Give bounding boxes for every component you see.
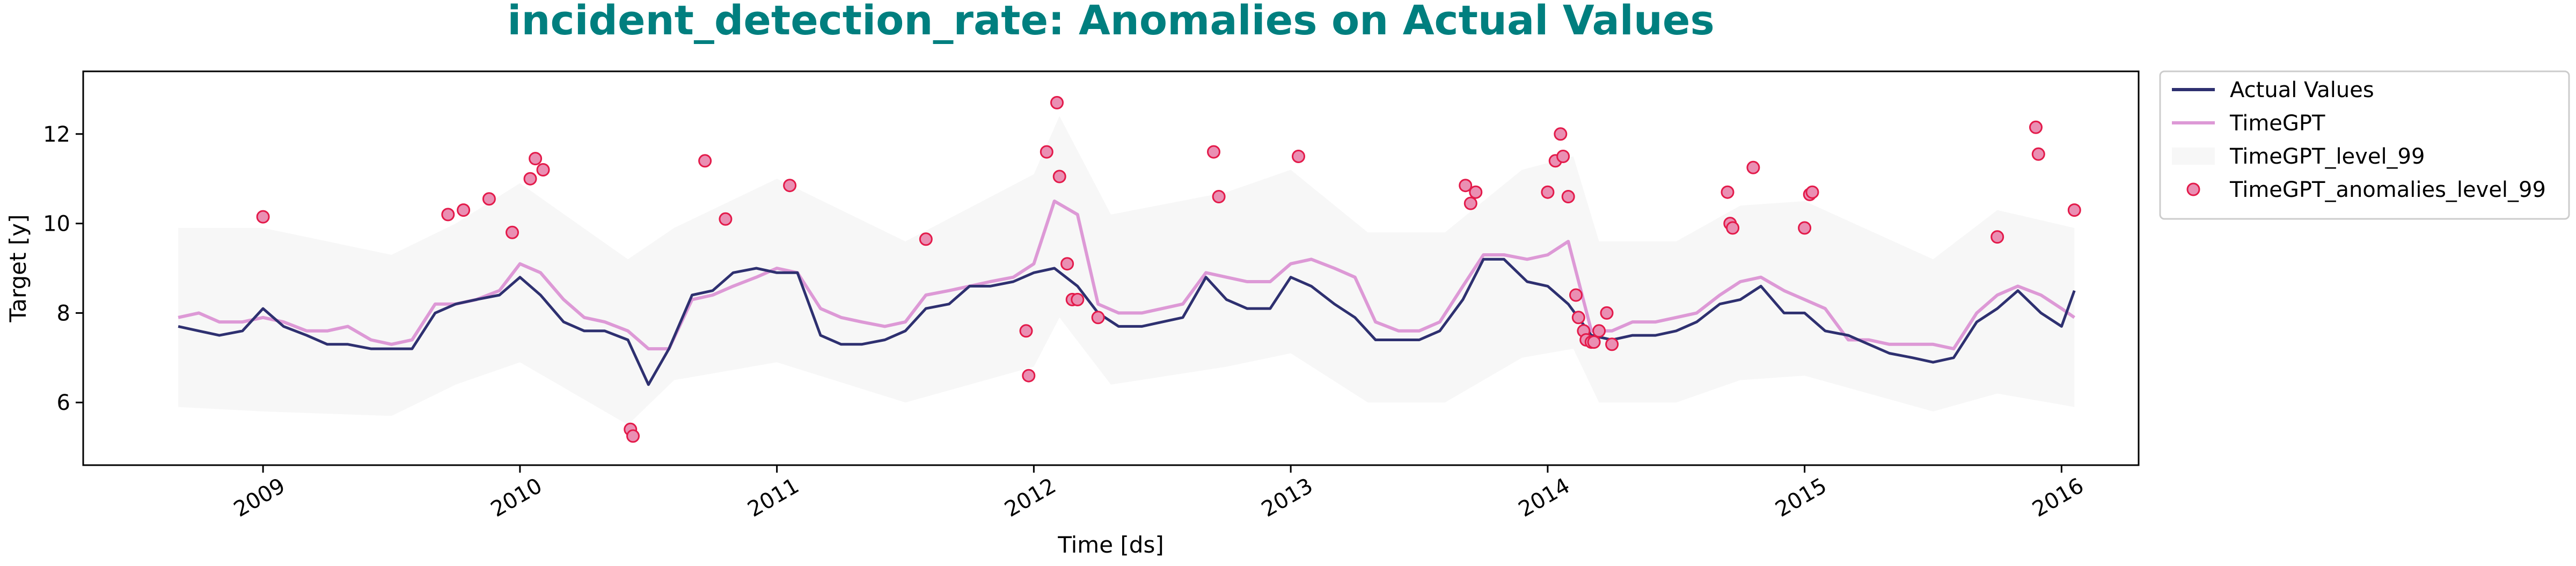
anomaly-point xyxy=(1990,230,2004,244)
legend-box xyxy=(2159,70,2570,220)
anomaly-point xyxy=(1541,185,1555,199)
anomaly-point xyxy=(1212,190,1226,203)
anomaly-point xyxy=(1798,221,1812,235)
anomaly-point xyxy=(1022,369,1036,383)
legend-label: TimeGPT_anomalies_level_99 xyxy=(2229,178,2546,202)
legend-label: TimeGPT_level_99 xyxy=(2229,144,2425,169)
anomaly-point xyxy=(1091,311,1105,325)
anomaly-point xyxy=(1721,185,1735,199)
anomaly-point xyxy=(441,208,455,222)
anomaly-point xyxy=(719,212,733,226)
anomaly-point xyxy=(1605,337,1619,351)
anomaly-point xyxy=(2067,203,2081,217)
anomaly-point xyxy=(1040,145,1053,159)
anomaly-point xyxy=(1554,127,1568,141)
anomaly-point xyxy=(457,203,471,217)
anomaly-point xyxy=(1207,145,1220,159)
anomaly-point xyxy=(482,192,496,206)
anomaly-point xyxy=(626,429,640,443)
anomaly-point xyxy=(1587,335,1601,349)
anomaly-point xyxy=(1571,311,1585,325)
chart-title: incident_detection_rate: Anomalies on Ac… xyxy=(507,0,1714,44)
anomaly-point xyxy=(1060,257,1074,271)
y-tick-label: 8 xyxy=(57,301,70,326)
anomaly-point xyxy=(919,232,933,246)
y-tick-label: 12 xyxy=(43,122,70,147)
legend-band-swatch xyxy=(2172,148,2215,165)
timegpt-forecast-line xyxy=(178,199,2076,351)
axes-frame xyxy=(82,70,2140,466)
actual-values-line xyxy=(178,258,2076,386)
anomaly-point xyxy=(1726,221,1740,235)
anomaly-point xyxy=(536,163,550,177)
anomaly-point xyxy=(1292,150,1305,163)
anomaly-point xyxy=(506,225,519,239)
legend-marker-swatch xyxy=(2186,182,2200,196)
legend-label: TimeGPT xyxy=(2229,111,2325,136)
y-axis-label: Target [y] xyxy=(5,215,31,323)
legend: Actual Values TimeGPT TimeGPT_level_99 Time… xyxy=(2159,70,2570,220)
anomaly-point xyxy=(1052,170,1066,183)
y-tick-label: 10 xyxy=(43,212,70,237)
anomaly-point xyxy=(1561,190,1575,203)
anomaly-point xyxy=(1459,179,1473,193)
anomaly-point xyxy=(698,154,712,168)
anomaly-point xyxy=(783,179,797,193)
anomaly-point xyxy=(523,172,537,186)
anomaly-point xyxy=(1050,95,1064,109)
anomaly-point xyxy=(2031,147,2045,161)
anomaly-point xyxy=(529,152,543,166)
anomaly-point xyxy=(1805,185,1819,199)
anomaly-point xyxy=(1071,292,1085,306)
y-tick-label: 6 xyxy=(57,391,70,415)
legend-label: Actual Values xyxy=(2230,78,2374,102)
x-axis-label: Time [ds] xyxy=(1057,532,1163,558)
anomaly-point xyxy=(1019,324,1033,338)
anomaly-point xyxy=(1746,160,1760,174)
anomaly-point xyxy=(1592,324,1606,338)
anomaly-point xyxy=(1600,306,1614,320)
plot-area xyxy=(83,71,2139,465)
series-group xyxy=(178,95,2081,443)
anomaly-point xyxy=(1463,196,1477,210)
anomaly-point xyxy=(2029,120,2043,134)
anomaly-point xyxy=(1556,150,1570,163)
anomaly-point xyxy=(256,210,270,224)
anomaly-point xyxy=(1569,288,1583,302)
anomaly-point xyxy=(1469,185,1483,199)
